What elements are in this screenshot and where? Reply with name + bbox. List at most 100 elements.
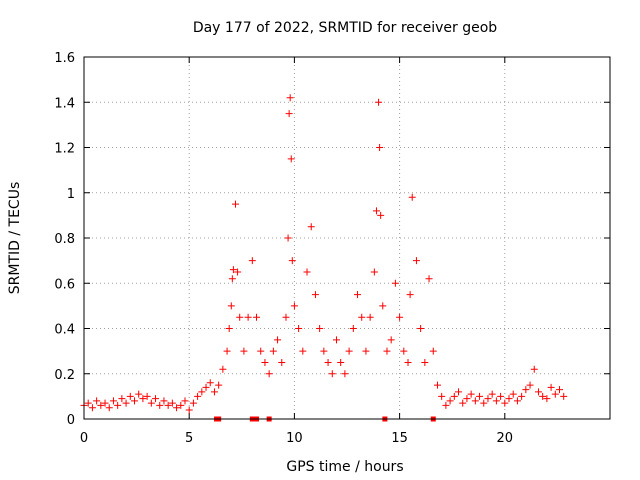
x-axis-label: GPS time / hours <box>286 459 403 475</box>
x-tick-label: 10 <box>286 431 303 446</box>
data-point <box>383 347 391 355</box>
x-tick-label: 5 <box>185 431 193 446</box>
data-point <box>311 291 319 299</box>
data-point <box>375 98 383 106</box>
data-point <box>377 211 385 219</box>
data-point <box>307 223 315 231</box>
data-point <box>387 336 395 344</box>
plot-frame <box>83 56 611 420</box>
data-point <box>177 401 185 409</box>
data-point <box>455 388 463 396</box>
data-point <box>105 404 113 412</box>
data-point <box>269 347 277 355</box>
data-point <box>332 336 340 344</box>
data-point <box>358 313 366 321</box>
data-point <box>223 347 231 355</box>
data-point <box>299 347 307 355</box>
data-point <box>225 325 233 332</box>
data-point <box>391 279 399 287</box>
data-point <box>135 390 143 398</box>
data-point <box>467 390 475 398</box>
data-point <box>316 325 324 332</box>
data-point <box>236 313 244 321</box>
y-axis-ticks: 0 0.2 0.4 0.6 0.8 1 1.2 1.4 1.6 <box>54 51 610 428</box>
y-tick-label: 1.2 <box>54 142 75 157</box>
data-point <box>513 397 521 405</box>
data-point <box>488 390 496 398</box>
data-point <box>240 347 248 355</box>
grid-lines <box>84 57 610 419</box>
x-tick-label: 15 <box>391 431 408 446</box>
data-point <box>152 395 160 403</box>
chart-title: Day 177 of 2022, SRMTID for receiver geo… <box>193 20 497 36</box>
data-point <box>341 370 349 378</box>
data-point <box>505 395 513 403</box>
data-point <box>215 381 223 389</box>
data-point <box>93 397 101 405</box>
data-point <box>534 388 542 396</box>
data-point <box>288 257 296 265</box>
data-point <box>173 404 181 412</box>
data-point <box>228 275 236 283</box>
data-point <box>480 399 488 407</box>
data-point <box>234 268 242 276</box>
data-point <box>446 397 454 405</box>
x-tick-label: 20 <box>497 431 514 446</box>
data-point <box>227 302 235 310</box>
data-point <box>244 313 252 321</box>
data-point <box>412 257 420 265</box>
data-point <box>404 358 412 366</box>
data-point <box>181 397 189 405</box>
data-point <box>97 401 105 409</box>
data-point <box>118 395 126 403</box>
data-point <box>274 336 282 344</box>
data-point <box>518 392 526 400</box>
data-point <box>287 155 295 163</box>
data-point <box>109 397 117 405</box>
data-point <box>459 399 467 407</box>
data-point <box>324 358 332 366</box>
data-point <box>114 401 122 409</box>
data-point <box>143 392 151 400</box>
x-tick-label: 0 <box>80 431 88 446</box>
data-point <box>406 291 414 299</box>
data-point <box>229 266 237 274</box>
data-point <box>253 313 261 321</box>
data-points <box>80 94 568 414</box>
data-point <box>278 358 286 366</box>
y-tick-label: 0.8 <box>54 232 75 247</box>
data-point <box>484 395 492 403</box>
data-point <box>147 399 155 407</box>
data-point <box>417 325 425 332</box>
data-point <box>202 383 210 391</box>
data-point <box>433 381 441 389</box>
data-point <box>509 390 517 398</box>
data-point <box>396 313 404 321</box>
data-point <box>231 200 239 208</box>
data-point <box>543 395 551 403</box>
data-point <box>372 207 380 215</box>
data-point <box>442 401 450 409</box>
data-point <box>320 347 328 355</box>
data-point <box>164 401 172 409</box>
data-point <box>168 399 176 407</box>
data-point <box>219 365 227 373</box>
data-point <box>539 392 547 400</box>
data-point <box>560 392 568 400</box>
data-point <box>265 370 273 378</box>
data-point <box>285 110 293 118</box>
data-point <box>194 392 202 400</box>
data-point <box>160 397 168 405</box>
data-point <box>408 193 416 201</box>
data-point <box>526 381 534 389</box>
data-point <box>421 358 429 366</box>
data-point <box>379 302 387 310</box>
data-point <box>501 399 509 407</box>
data-point <box>438 392 446 400</box>
data-point <box>303 268 311 276</box>
data-point <box>257 347 265 355</box>
data-point <box>370 268 378 276</box>
data-point <box>284 234 292 242</box>
data-point <box>471 397 479 405</box>
